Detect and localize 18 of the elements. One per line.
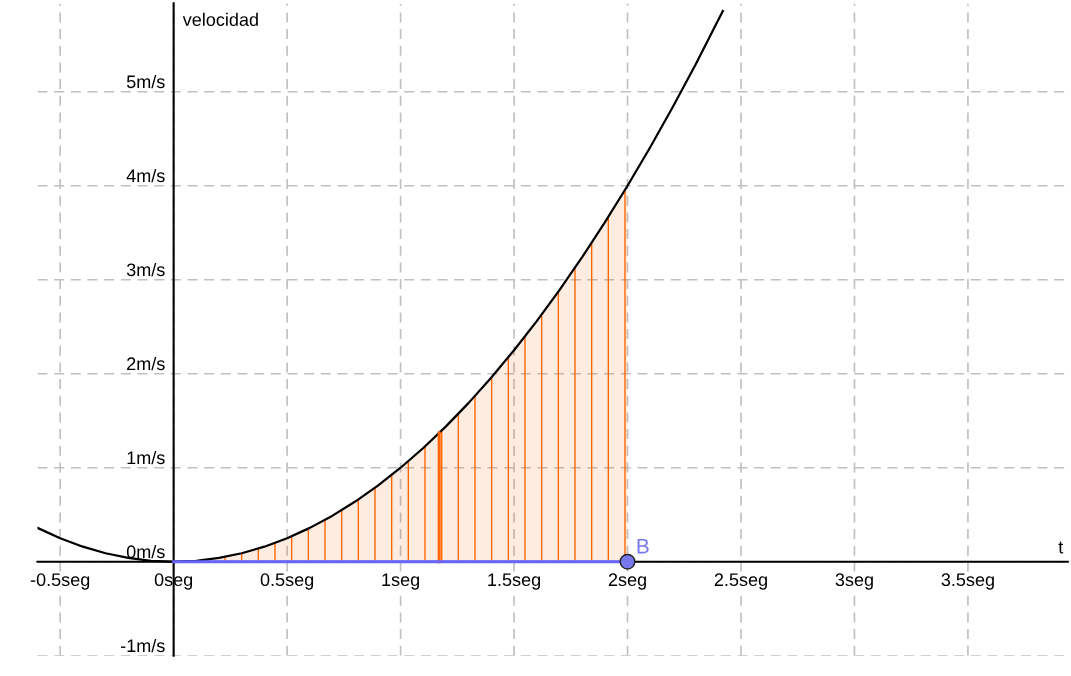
x-tick-label: 2.5seg — [714, 573, 767, 590]
y-tick-label: 0m/s — [126, 544, 165, 559]
x-tick-label: 1seg — [382, 573, 419, 590]
y-tick-label: 3m/s — [126, 262, 165, 277]
annotation: B — [637, 539, 649, 554]
y-tick-label: 4m/s — [126, 168, 165, 183]
x-tick-label: 3seg — [835, 573, 873, 590]
x-axis-title: t — [1058, 541, 1064, 554]
x-tick-label: -0.5seg — [30, 573, 90, 590]
x-tick-label: 3.5seg — [941, 573, 994, 590]
y-tick-label: 1m/s — [127, 450, 165, 465]
x-tick-label: 0.5seg — [260, 573, 314, 590]
x-tick-label: 1.5seg — [488, 573, 540, 590]
y-axis-title: velocidad — [182, 12, 258, 27]
x-tick-label: 2seg — [608, 573, 646, 590]
y-tick-label: -1m/s — [120, 638, 165, 653]
y-tick-label: 5m/s — [126, 74, 165, 89]
y-tick-label: 2m/s — [127, 356, 165, 371]
